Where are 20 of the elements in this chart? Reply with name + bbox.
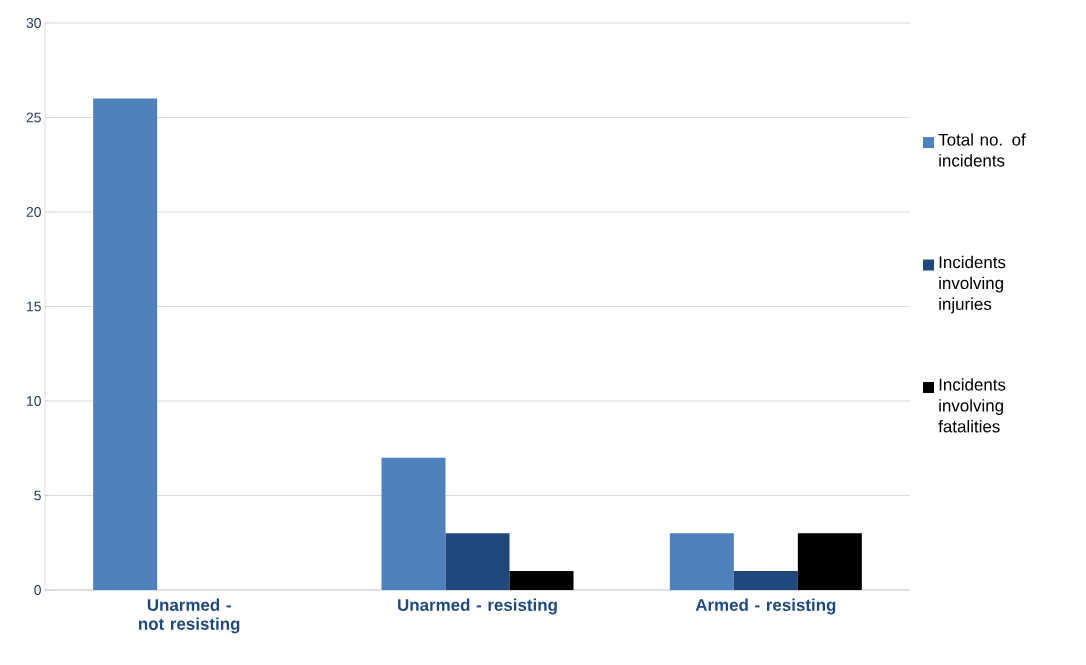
legend-label: Incidents involving injuries (939, 255, 1006, 314)
bar (797, 533, 862, 590)
y-tick-label: 20 (26, 207, 41, 217)
bar (381, 457, 446, 590)
x-tick-label: Armed - resisting (695, 598, 836, 615)
bar (445, 533, 510, 590)
y-tick-label: 25 (26, 112, 41, 123)
bar (93, 98, 158, 590)
y-tick-label: 10 (27, 396, 41, 406)
x-tick-label: Unarmed - not resisting (138, 598, 240, 634)
legend-label: Total no. of incidents (938, 133, 1026, 167)
y-tick-label: 30 (26, 18, 41, 28)
y-tick-label: 5 (34, 490, 41, 501)
x-tick-label: Unarmed - resisting (398, 598, 557, 615)
y-tick-label: 15 (27, 301, 41, 312)
bar (509, 571, 574, 590)
bar (733, 571, 798, 590)
bar (669, 533, 734, 590)
y-tick-label: 0 (34, 585, 41, 595)
legend-label: Incidents involving fatalities (938, 378, 1006, 433)
